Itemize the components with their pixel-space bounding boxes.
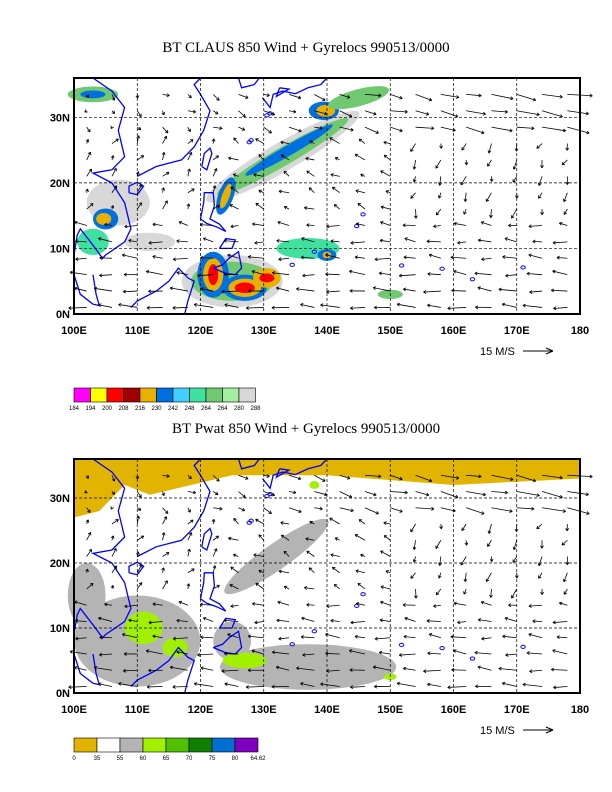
x-tick-label: 140E xyxy=(314,325,340,337)
y-tick-label: 30N xyxy=(50,493,70,505)
y-tick-label: 20N xyxy=(50,178,70,190)
colorbar-label: 248 xyxy=(184,406,195,412)
colorbar-swatch xyxy=(119,737,144,753)
colorbar-label: 0 xyxy=(72,756,76,762)
y-tick-label: 0N xyxy=(56,688,70,700)
coastline xyxy=(73,77,526,315)
cloud-region xyxy=(259,273,275,283)
pwat-colorbar: 0 35 55 60 65 70 75 80 64.62 xyxy=(72,737,266,762)
x-tick-label: 100E xyxy=(61,704,87,716)
pwat-map-panel: 100E 110E 120E 130E 140E 150E 160E 170E 180 0N 10N… xyxy=(50,458,593,762)
colorbar-label: 280 xyxy=(234,406,245,412)
scale-label: 15 M/S xyxy=(480,725,515,737)
y-tick-label: 10N xyxy=(50,243,70,255)
pwat-region xyxy=(67,563,106,628)
cloud-region xyxy=(96,213,112,225)
y-tick-label: 0N xyxy=(56,309,70,321)
y-tick-label: 10N xyxy=(50,623,70,635)
x-tick-label: 170E xyxy=(504,704,530,716)
x-tick-label: 180 xyxy=(571,325,589,337)
colorbar-swatch xyxy=(188,737,213,753)
colorbar-swatch xyxy=(96,737,121,753)
colorbar-label: 70 xyxy=(186,756,193,762)
x-tick-label: 180 xyxy=(571,704,589,716)
x-tick-label: 150E xyxy=(377,704,403,716)
cloud-region xyxy=(245,124,333,176)
pwat-region xyxy=(309,481,320,489)
colorbar-swatch xyxy=(211,737,236,753)
x-tick-label: 110E xyxy=(125,704,150,716)
colorbar-swatch xyxy=(189,387,207,403)
x-tick-label: 150E xyxy=(377,325,403,337)
colorbar-label: 194 xyxy=(85,406,96,412)
colorbar-label: 264 xyxy=(217,406,228,412)
x-tick-label: 110E xyxy=(125,325,150,337)
map-frame xyxy=(73,77,581,315)
colorbar-label: 64.62 xyxy=(250,756,266,762)
x-tick-label: 160E xyxy=(441,325,467,337)
colorbar-label: 208 xyxy=(118,406,129,412)
pwat-region xyxy=(224,518,329,595)
colorbar-label: 60 xyxy=(140,756,147,762)
colorbar-label: 184 xyxy=(69,406,80,412)
y-tick-label: 30N xyxy=(50,112,70,124)
colorbar-swatch xyxy=(106,387,124,403)
scale-label: 15 M/S xyxy=(480,346,515,358)
x-tick-label: 120E xyxy=(188,704,214,716)
y-tick-label: 20N xyxy=(50,558,70,570)
colorbar-label: 288 xyxy=(250,406,261,412)
colorbar-swatch xyxy=(205,387,223,403)
scale-arrow: 15 M/S xyxy=(480,725,554,737)
colorbar-label: 230 xyxy=(151,406,162,412)
colorbar-label: 264 xyxy=(201,406,212,412)
colorbar-label: 35 xyxy=(94,756,101,762)
colorbar-label: 75 xyxy=(209,756,216,762)
cloud-region xyxy=(328,86,390,110)
colorbar-swatch xyxy=(172,387,190,403)
x-tick-label: 130E xyxy=(251,325,277,337)
wind-vectors xyxy=(68,93,593,311)
wind-vectors xyxy=(68,474,593,690)
colorbar-label: 242 xyxy=(168,406,179,412)
colorbar-swatch xyxy=(165,737,190,753)
x-tick-label: 120E xyxy=(188,325,214,337)
x-tick-label: 170E xyxy=(504,325,530,337)
colorbar-swatch xyxy=(234,737,259,753)
colorbar-label: 65 xyxy=(163,756,170,762)
colorbar-swatch xyxy=(238,387,256,403)
cloud-region xyxy=(220,183,232,209)
colorbar-label: 200 xyxy=(102,406,113,412)
cloud-region xyxy=(80,90,106,99)
pwat-fields xyxy=(67,459,580,690)
panel-2-title: BT Pwat 850 Wind + Gyrelocs 990513/0000 xyxy=(171,421,441,437)
colorbar-label: 55 xyxy=(117,756,124,762)
colorbar-swatch xyxy=(222,387,240,403)
graticule xyxy=(74,78,580,314)
colorbar-swatch xyxy=(123,387,141,403)
x-tick-label: 140E xyxy=(314,704,340,716)
colorbar-swatch xyxy=(73,737,98,753)
x-tick-label: 100E xyxy=(61,325,87,337)
colorbar-swatch xyxy=(142,737,167,753)
colorbar-swatch xyxy=(139,387,157,403)
claus-map-panel: 100E 110E 120E 130E 140E 150E 160E 170E 180 0N 10N… xyxy=(50,77,593,412)
claus-colorbar: 184 194 200 208 216 230 242 248 264 264 280 288 xyxy=(69,387,261,412)
colorbar-swatch xyxy=(156,387,174,403)
pwat-region xyxy=(162,637,188,658)
pwat-region xyxy=(222,652,267,669)
colorbar-label: 80 xyxy=(232,756,239,762)
map-frame xyxy=(73,458,581,694)
pwat-region xyxy=(74,459,580,518)
colorbar-swatch xyxy=(73,387,91,403)
panel-1-title: BT CLAUS 850 Wind + Gyrelocs 990513/0000 xyxy=(162,40,450,56)
x-tick-label: 160E xyxy=(441,704,467,716)
x-tick-label: 130E xyxy=(251,704,277,716)
coastline xyxy=(73,458,526,694)
scale-arrow: 15 M/S xyxy=(480,346,554,358)
colorbar-swatch xyxy=(90,387,108,403)
claus-cloud-fields xyxy=(67,86,403,308)
colorbar-label: 216 xyxy=(135,406,146,412)
